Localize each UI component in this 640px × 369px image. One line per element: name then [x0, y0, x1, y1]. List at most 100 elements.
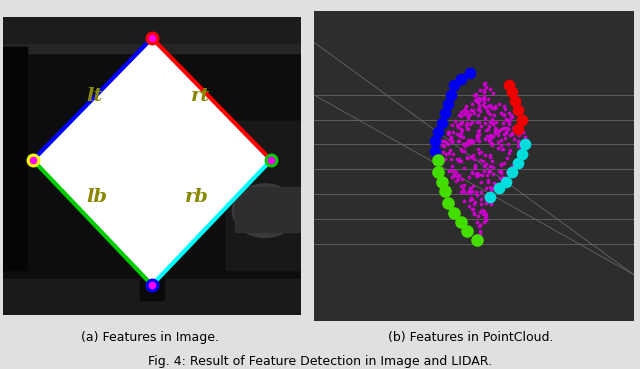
Point [465, 197, 476, 203]
Point [451, 178, 461, 184]
Point [454, 172, 464, 178]
Point [480, 193, 490, 199]
Point [470, 96, 481, 102]
Point [486, 140, 496, 146]
Point [471, 98, 481, 104]
Point [484, 138, 494, 144]
Point [482, 195, 492, 201]
Point [479, 168, 490, 174]
Point [454, 112, 465, 118]
Point [468, 201, 479, 207]
Point [444, 168, 454, 174]
Point [490, 106, 500, 111]
Point [444, 150, 454, 156]
Point [468, 206, 478, 212]
Point [507, 114, 517, 120]
Point [504, 83, 514, 89]
Point [474, 118, 484, 124]
Point [480, 80, 490, 86]
Point [490, 119, 500, 125]
Point [440, 188, 450, 194]
Point [449, 83, 460, 89]
Point [481, 211, 491, 217]
Point [472, 172, 483, 178]
Bar [3, 279, 301, 315]
Point [474, 171, 484, 177]
Point [451, 173, 461, 179]
Point [462, 120, 472, 125]
Point [476, 196, 486, 202]
Point [508, 131, 518, 137]
Point [443, 141, 453, 147]
Point [490, 103, 500, 109]
Point [466, 137, 476, 142]
Point [499, 103, 509, 109]
Point [482, 172, 492, 178]
Point [470, 189, 481, 195]
Point [516, 117, 527, 123]
Point [480, 115, 490, 121]
Point [452, 156, 462, 162]
Point [442, 131, 452, 137]
Point [468, 107, 478, 113]
Point [449, 172, 460, 178]
Point [483, 169, 493, 175]
Point [506, 112, 516, 118]
Point [499, 125, 509, 131]
Point [484, 111, 495, 117]
Point [479, 94, 489, 100]
Point [477, 211, 488, 217]
Point [466, 195, 476, 201]
Point [507, 89, 517, 94]
Point [510, 98, 520, 104]
Ellipse shape [232, 184, 298, 238]
Point [465, 121, 475, 127]
Point [472, 132, 482, 138]
Point [477, 172, 487, 178]
Point [472, 213, 483, 219]
Point [451, 169, 461, 175]
Point [461, 155, 472, 161]
Point [504, 118, 514, 124]
Point [468, 139, 478, 145]
Point [483, 179, 493, 185]
Point [472, 128, 483, 134]
Point [496, 161, 506, 167]
Point [472, 219, 482, 225]
Point [479, 163, 490, 169]
Point [516, 151, 527, 156]
Point [517, 130, 527, 135]
Point [486, 200, 497, 206]
Point [485, 132, 495, 138]
Point [489, 112, 499, 118]
Point [486, 187, 496, 193]
Point [463, 113, 473, 119]
Point [486, 140, 497, 146]
Point [476, 149, 486, 155]
Point [449, 118, 460, 124]
Point [445, 136, 455, 142]
Text: (a) Features in Image.: (a) Features in Image. [81, 331, 220, 344]
Point [467, 189, 477, 194]
Point [486, 135, 497, 141]
Point [454, 158, 465, 164]
Text: lb: lb [86, 188, 108, 206]
Point [502, 126, 513, 132]
Point [500, 106, 511, 112]
Point [495, 170, 506, 176]
Text: rt: rt [191, 87, 210, 104]
Point [458, 134, 468, 139]
Point [504, 110, 514, 115]
Point [488, 180, 499, 186]
Point [494, 128, 504, 134]
Point [484, 135, 494, 141]
Point [441, 152, 451, 158]
Point [473, 112, 483, 118]
Point [490, 128, 500, 134]
Point [447, 151, 458, 157]
Point [507, 169, 517, 175]
Point [453, 124, 463, 130]
Point [495, 182, 506, 188]
Point [483, 177, 493, 183]
Point [482, 107, 492, 113]
